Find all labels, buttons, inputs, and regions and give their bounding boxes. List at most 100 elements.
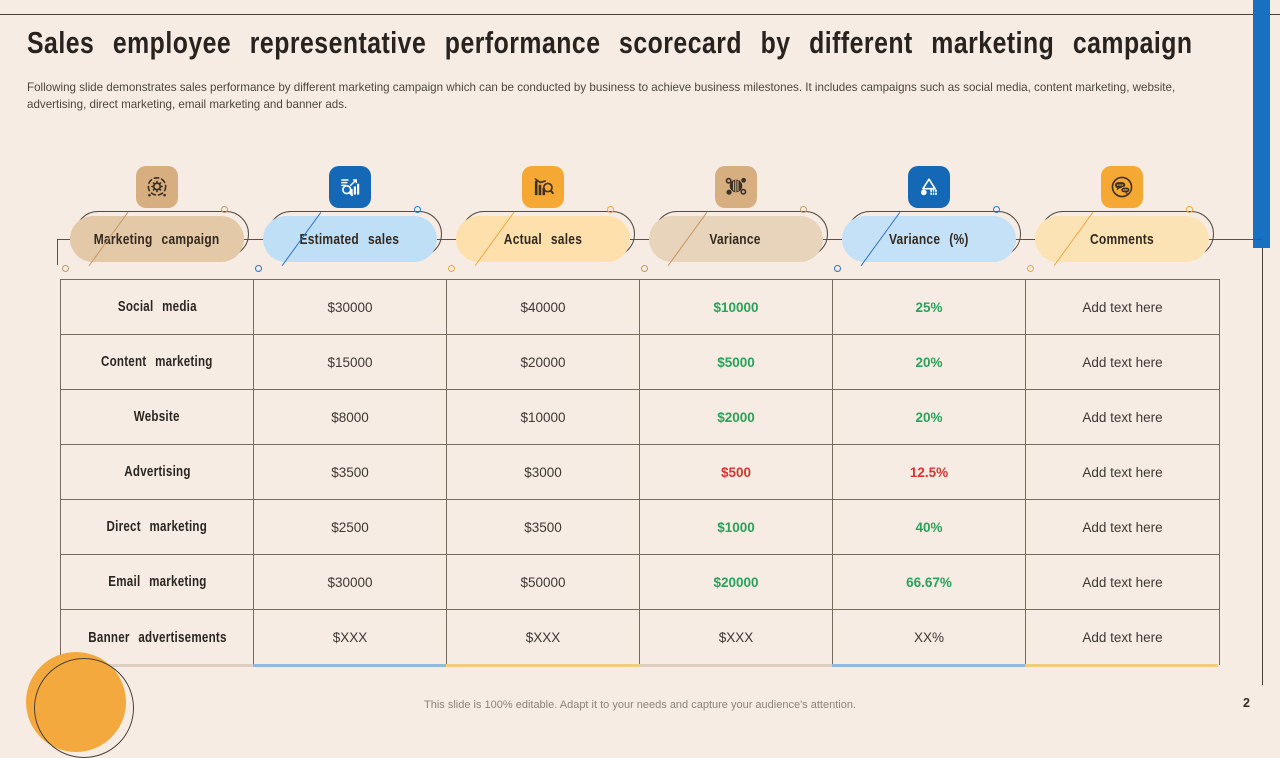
- variance-percent-icon: [907, 166, 950, 208]
- campaign-cell: Advertising: [61, 445, 254, 500]
- process-icon: [135, 166, 178, 208]
- variance-cell: $XXX: [640, 610, 833, 665]
- comment-placeholder-cell[interactable]: Add text here: [1026, 280, 1219, 335]
- pill-dot-decoration: [606, 206, 614, 213]
- right-accent-bar: [1253, 0, 1270, 248]
- campaign-label: Social media: [117, 299, 197, 315]
- page-title-text: Sales employee representative performanc…: [27, 25, 1193, 60]
- comment-placeholder-cell[interactable]: Add text here: [1026, 555, 1219, 610]
- bottom-edge-segment: [832, 664, 1025, 667]
- actual-sales-cell: $3500: [447, 500, 640, 555]
- comment-placeholder-cell[interactable]: Add text here: [1082, 630, 1163, 645]
- comment-placeholder-cell[interactable]: Add text here: [1026, 445, 1219, 500]
- variance-pct-cell: 12.5%: [833, 445, 1026, 500]
- variance-pct-cell: 40%: [833, 500, 1026, 555]
- pill-dot-decoration: [61, 265, 69, 272]
- campaign-label: Banner advertisements: [87, 629, 227, 646]
- campaign-label: Content marketing: [101, 354, 213, 370]
- column-header-label: Actual sales: [503, 230, 582, 248]
- pill-dot-decoration: [254, 265, 262, 272]
- bottom-edge-segment: [1025, 664, 1218, 667]
- pill-dot-decoration: [1185, 206, 1193, 213]
- actual-sales-cell: $20000: [447, 335, 640, 390]
- campaign-label: Email marketing: [107, 574, 207, 590]
- estimated-sales-cell: $30000: [254, 280, 447, 335]
- footer-note: This slide is 100% editable. Adapt it to…: [424, 699, 856, 711]
- bottom-edge-segment: [446, 664, 639, 667]
- right-accent-line: [1262, 248, 1263, 685]
- slide-description: Following slide demonstrates sales perfo…: [27, 81, 1176, 111]
- column-header-marketing-campaign: Marketing campaign: [61, 206, 249, 272]
- campaign-cell: Email marketing: [61, 555, 254, 610]
- pill-fill: Actual sales: [455, 216, 630, 262]
- column-header-actual-sales: Actual sales: [447, 206, 635, 272]
- variance-cell: $1000: [640, 500, 833, 555]
- column-header-estimated-sales: Estimated sales: [254, 206, 442, 272]
- campaign-label: Advertising: [123, 464, 191, 480]
- pill-dot-decoration: [447, 265, 455, 272]
- campaign-cell: Website: [61, 390, 254, 445]
- campaign-cell: Direct marketing: [61, 500, 254, 555]
- pill-dot-decoration: [833, 265, 841, 272]
- variance-cell: $10000: [640, 280, 833, 335]
- column-header-comments: Comments: [1026, 206, 1214, 272]
- variance-cell: $500: [640, 445, 833, 500]
- corner-decoration-ring: [34, 658, 134, 758]
- estimated-sales-cell: $15000: [254, 335, 447, 390]
- comment-placeholder-cell[interactable]: Add text here: [1026, 500, 1219, 555]
- sales-analysis-icon: [328, 166, 371, 208]
- estimated-sales-cell: $8000: [254, 390, 447, 445]
- column-header-label: Variance (%): [888, 230, 969, 248]
- top-divider-rule: [0, 14, 1280, 15]
- column-header-label: Comments: [1089, 230, 1154, 248]
- pill-dot-decoration: [992, 206, 1000, 213]
- page-title: Sales employee representative performanc…: [27, 25, 1280, 61]
- variance-cell: $5000: [640, 335, 833, 390]
- column-header-label: Variance: [709, 230, 762, 248]
- variance-pct-cell: 25%: [833, 280, 1026, 335]
- bottom-edge-segment: [60, 664, 253, 667]
- pill-dot-decoration: [640, 265, 648, 272]
- actual-sales-cell: $10000: [447, 390, 640, 445]
- estimated-sales-cell: $XXX: [254, 610, 447, 665]
- pill-fill: Comments: [1034, 216, 1209, 262]
- column-header-label: Estimated sales: [299, 230, 400, 248]
- actual-sales-cell: $40000: [447, 280, 640, 335]
- estimated-sales-cell: $3500: [254, 445, 447, 500]
- campaign-cell: Social media: [61, 280, 254, 335]
- pill-dot-decoration: [1026, 265, 1034, 272]
- variance-pct-cell: 20%: [833, 390, 1026, 445]
- campaign-label: Direct marketing: [106, 519, 208, 535]
- actual-sales-icon: [521, 166, 564, 208]
- variance-cell: $20000: [640, 555, 833, 610]
- variance-icon: [714, 166, 757, 208]
- variance-pct-cell: 66.67%: [833, 555, 1026, 610]
- column-header-variance: Variance: [640, 206, 828, 272]
- campaign-cell: Banner advertisements: [61, 610, 254, 665]
- comment-placeholder-cell[interactable]: Add text here: [1026, 335, 1219, 390]
- actual-sales-cell: $3000: [447, 445, 640, 500]
- bottom-edge-segment: [639, 664, 832, 667]
- pill-dot-decoration: [220, 206, 228, 213]
- pill-dot-decoration: [413, 206, 421, 213]
- variance-pct-cell: XX%: [833, 610, 1026, 665]
- pill-fill: Variance (%): [841, 216, 1016, 262]
- estimated-sales-cell: $2500: [254, 500, 447, 555]
- pill-fill: Marketing campaign: [69, 216, 244, 262]
- column-header-variance: Variance (%): [833, 206, 1021, 272]
- campaign-cell: Content marketing: [61, 335, 254, 390]
- pill-dot-decoration: [799, 206, 807, 213]
- variance-cell: $2000: [640, 390, 833, 445]
- estimated-sales-cell: $30000: [254, 555, 447, 610]
- variance-pct-cell: 20%: [833, 335, 1026, 390]
- page-number: 2: [1243, 696, 1250, 710]
- scorecard-table: Social media $30000 $40000 $10000 25% Add tex…: [60, 279, 1220, 665]
- pill-fill: Variance: [648, 216, 823, 262]
- comment-placeholder-cell[interactable]: Add text here: [1026, 390, 1219, 445]
- campaign-label: Website: [134, 409, 180, 425]
- pill-fill: Estimated sales: [262, 216, 437, 262]
- table-bottom-accent-edge: [60, 664, 1218, 667]
- column-header-label: Marketing campaign: [93, 230, 220, 248]
- comments-icon: [1100, 166, 1143, 208]
- actual-sales-cell: $XXX: [447, 610, 640, 665]
